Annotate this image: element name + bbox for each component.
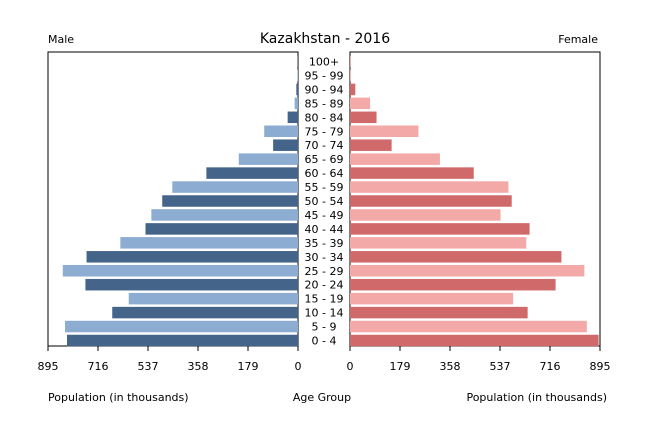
age-group-label: 85 - 89 (305, 97, 344, 110)
male-bar (294, 97, 298, 110)
age-group-label: 95 - 99 (305, 69, 344, 82)
female-bars (350, 55, 599, 347)
male-bar (86, 251, 298, 263)
age-group-label: 100+ (309, 56, 339, 69)
age-group-label: 10 - 14 (305, 307, 344, 320)
male-bar (273, 139, 298, 151)
age-group-label: 35 - 39 (305, 237, 344, 250)
age-group-label: 40 - 44 (305, 223, 344, 236)
female-bar (350, 320, 587, 333)
male-bar (66, 334, 299, 347)
female-bar (350, 69, 351, 82)
male-tick-label: 179 (238, 360, 259, 373)
female-bar (350, 181, 509, 193)
age-group-label: 90 - 94 (305, 83, 344, 96)
chart-title: Kazakhstan - 2016 (260, 31, 390, 47)
female-bar (350, 209, 501, 221)
male-bar (85, 278, 299, 291)
age-group-label: 70 - 74 (305, 139, 344, 152)
female-tick-label: 0 (347, 360, 354, 373)
male-bar (151, 209, 298, 221)
male-tick-label: 358 (188, 360, 209, 373)
female-bar (350, 223, 530, 235)
female-bar (350, 125, 419, 137)
male-bar (172, 181, 298, 193)
male-bar (264, 125, 298, 137)
male-tick-label: 716 (88, 360, 109, 373)
age-group-label: 80 - 84 (305, 111, 344, 124)
female-bar (350, 292, 514, 305)
age-group-label: 0 - 4 (312, 335, 337, 348)
male-bar (112, 306, 298, 319)
female-x-axis: 0 179 358 537 716 895 (347, 346, 611, 373)
female-tick-label: 537 (490, 360, 511, 373)
male-tick-label: 0 (295, 360, 302, 373)
female-bar (350, 278, 556, 291)
age-group-label: 50 - 54 (305, 195, 344, 208)
male-bar (206, 167, 298, 179)
male-bar (145, 223, 298, 235)
female-bar (350, 83, 356, 96)
male-bar (296, 83, 298, 96)
male-label: Male (48, 33, 74, 46)
age-group-axis-label: Age Group (293, 391, 351, 404)
age-group-label: 65 - 69 (305, 153, 344, 166)
female-tick-label: 895 (590, 360, 611, 373)
age-group-label: 45 - 49 (305, 209, 344, 222)
age-group-label: 25 - 29 (305, 265, 344, 278)
male-x-axis: 895 716 537 358 179 0 (38, 346, 302, 373)
male-tick-label: 537 (138, 360, 159, 373)
age-group-label: 75 - 79 (305, 125, 344, 138)
female-bar (350, 251, 562, 263)
male-bar (297, 69, 298, 82)
female-bar (350, 153, 440, 165)
male-bar (238, 153, 298, 165)
female-bar (350, 334, 599, 347)
male-bar (65, 320, 298, 333)
female-tick-label: 179 (390, 360, 411, 373)
male-bar (162, 195, 298, 207)
age-group-label: 30 - 34 (305, 251, 344, 264)
male-x-axis-label: Population (in thousands) (48, 391, 189, 404)
female-bar (350, 265, 585, 277)
age-group-label: 55 - 59 (305, 181, 344, 194)
female-bar (350, 237, 527, 249)
male-bar (287, 111, 298, 124)
female-bar (350, 167, 474, 179)
female-bar (350, 195, 512, 207)
age-group-label: 5 - 9 (312, 321, 337, 334)
male-bar (62, 265, 298, 277)
female-bar (350, 97, 371, 110)
female-bar (350, 306, 528, 319)
female-bar (350, 111, 377, 124)
female-tick-label: 358 (440, 360, 461, 373)
age-group-label: 15 - 19 (305, 293, 344, 306)
male-bars (62, 55, 299, 347)
age-group-label: 60 - 64 (305, 167, 344, 180)
male-bar (120, 237, 298, 249)
male-tick-label: 895 (38, 360, 59, 373)
male-bar (128, 292, 298, 305)
female-label: Female (558, 33, 598, 46)
female-bar (350, 55, 351, 68)
female-x-axis-label: Population (in thousands) (466, 391, 607, 404)
female-tick-label: 716 (540, 360, 561, 373)
female-bar (350, 139, 392, 151)
age-group-label: 20 - 24 (305, 279, 344, 292)
